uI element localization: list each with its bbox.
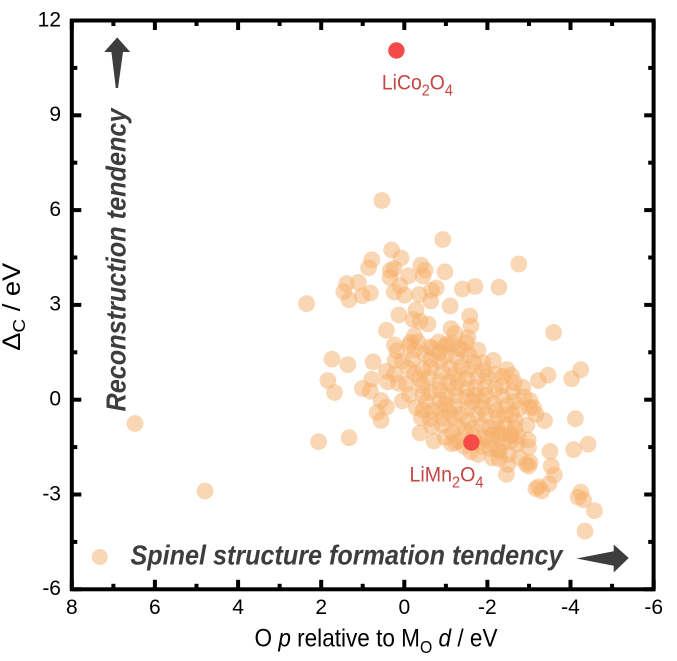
svg-text:4: 4 xyxy=(232,596,244,619)
svg-text:O p relative to MO d / eV: O p relative to MO d / eV xyxy=(255,625,498,658)
svg-text:ΔC / eV: ΔC / eV xyxy=(0,262,29,350)
svg-text:LiMn2O4: LiMn2O4 xyxy=(410,462,484,491)
svg-text:0: 0 xyxy=(398,596,410,619)
svg-text:Reconstruction tendency: Reconstruction tendency xyxy=(101,107,132,412)
svg-text:-3: -3 xyxy=(42,482,61,505)
svg-text:0: 0 xyxy=(49,388,61,411)
svg-text:12: 12 xyxy=(38,8,61,31)
svg-text:Spinel structure formation ten: Spinel structure formation tendency xyxy=(131,540,565,571)
svg-text:6: 6 xyxy=(49,198,61,221)
svg-text:-6: -6 xyxy=(644,596,663,619)
svg-text:3: 3 xyxy=(49,293,61,316)
svg-text:6: 6 xyxy=(149,596,161,619)
svg-text:-2: -2 xyxy=(478,596,497,619)
svg-text:LiCo2O4: LiCo2O4 xyxy=(382,70,453,99)
svg-text:8: 8 xyxy=(66,596,78,619)
svg-text:9: 9 xyxy=(49,103,61,126)
svg-text:2: 2 xyxy=(315,596,327,619)
svg-text:-4: -4 xyxy=(561,596,580,619)
svg-text:-6: -6 xyxy=(42,577,61,600)
